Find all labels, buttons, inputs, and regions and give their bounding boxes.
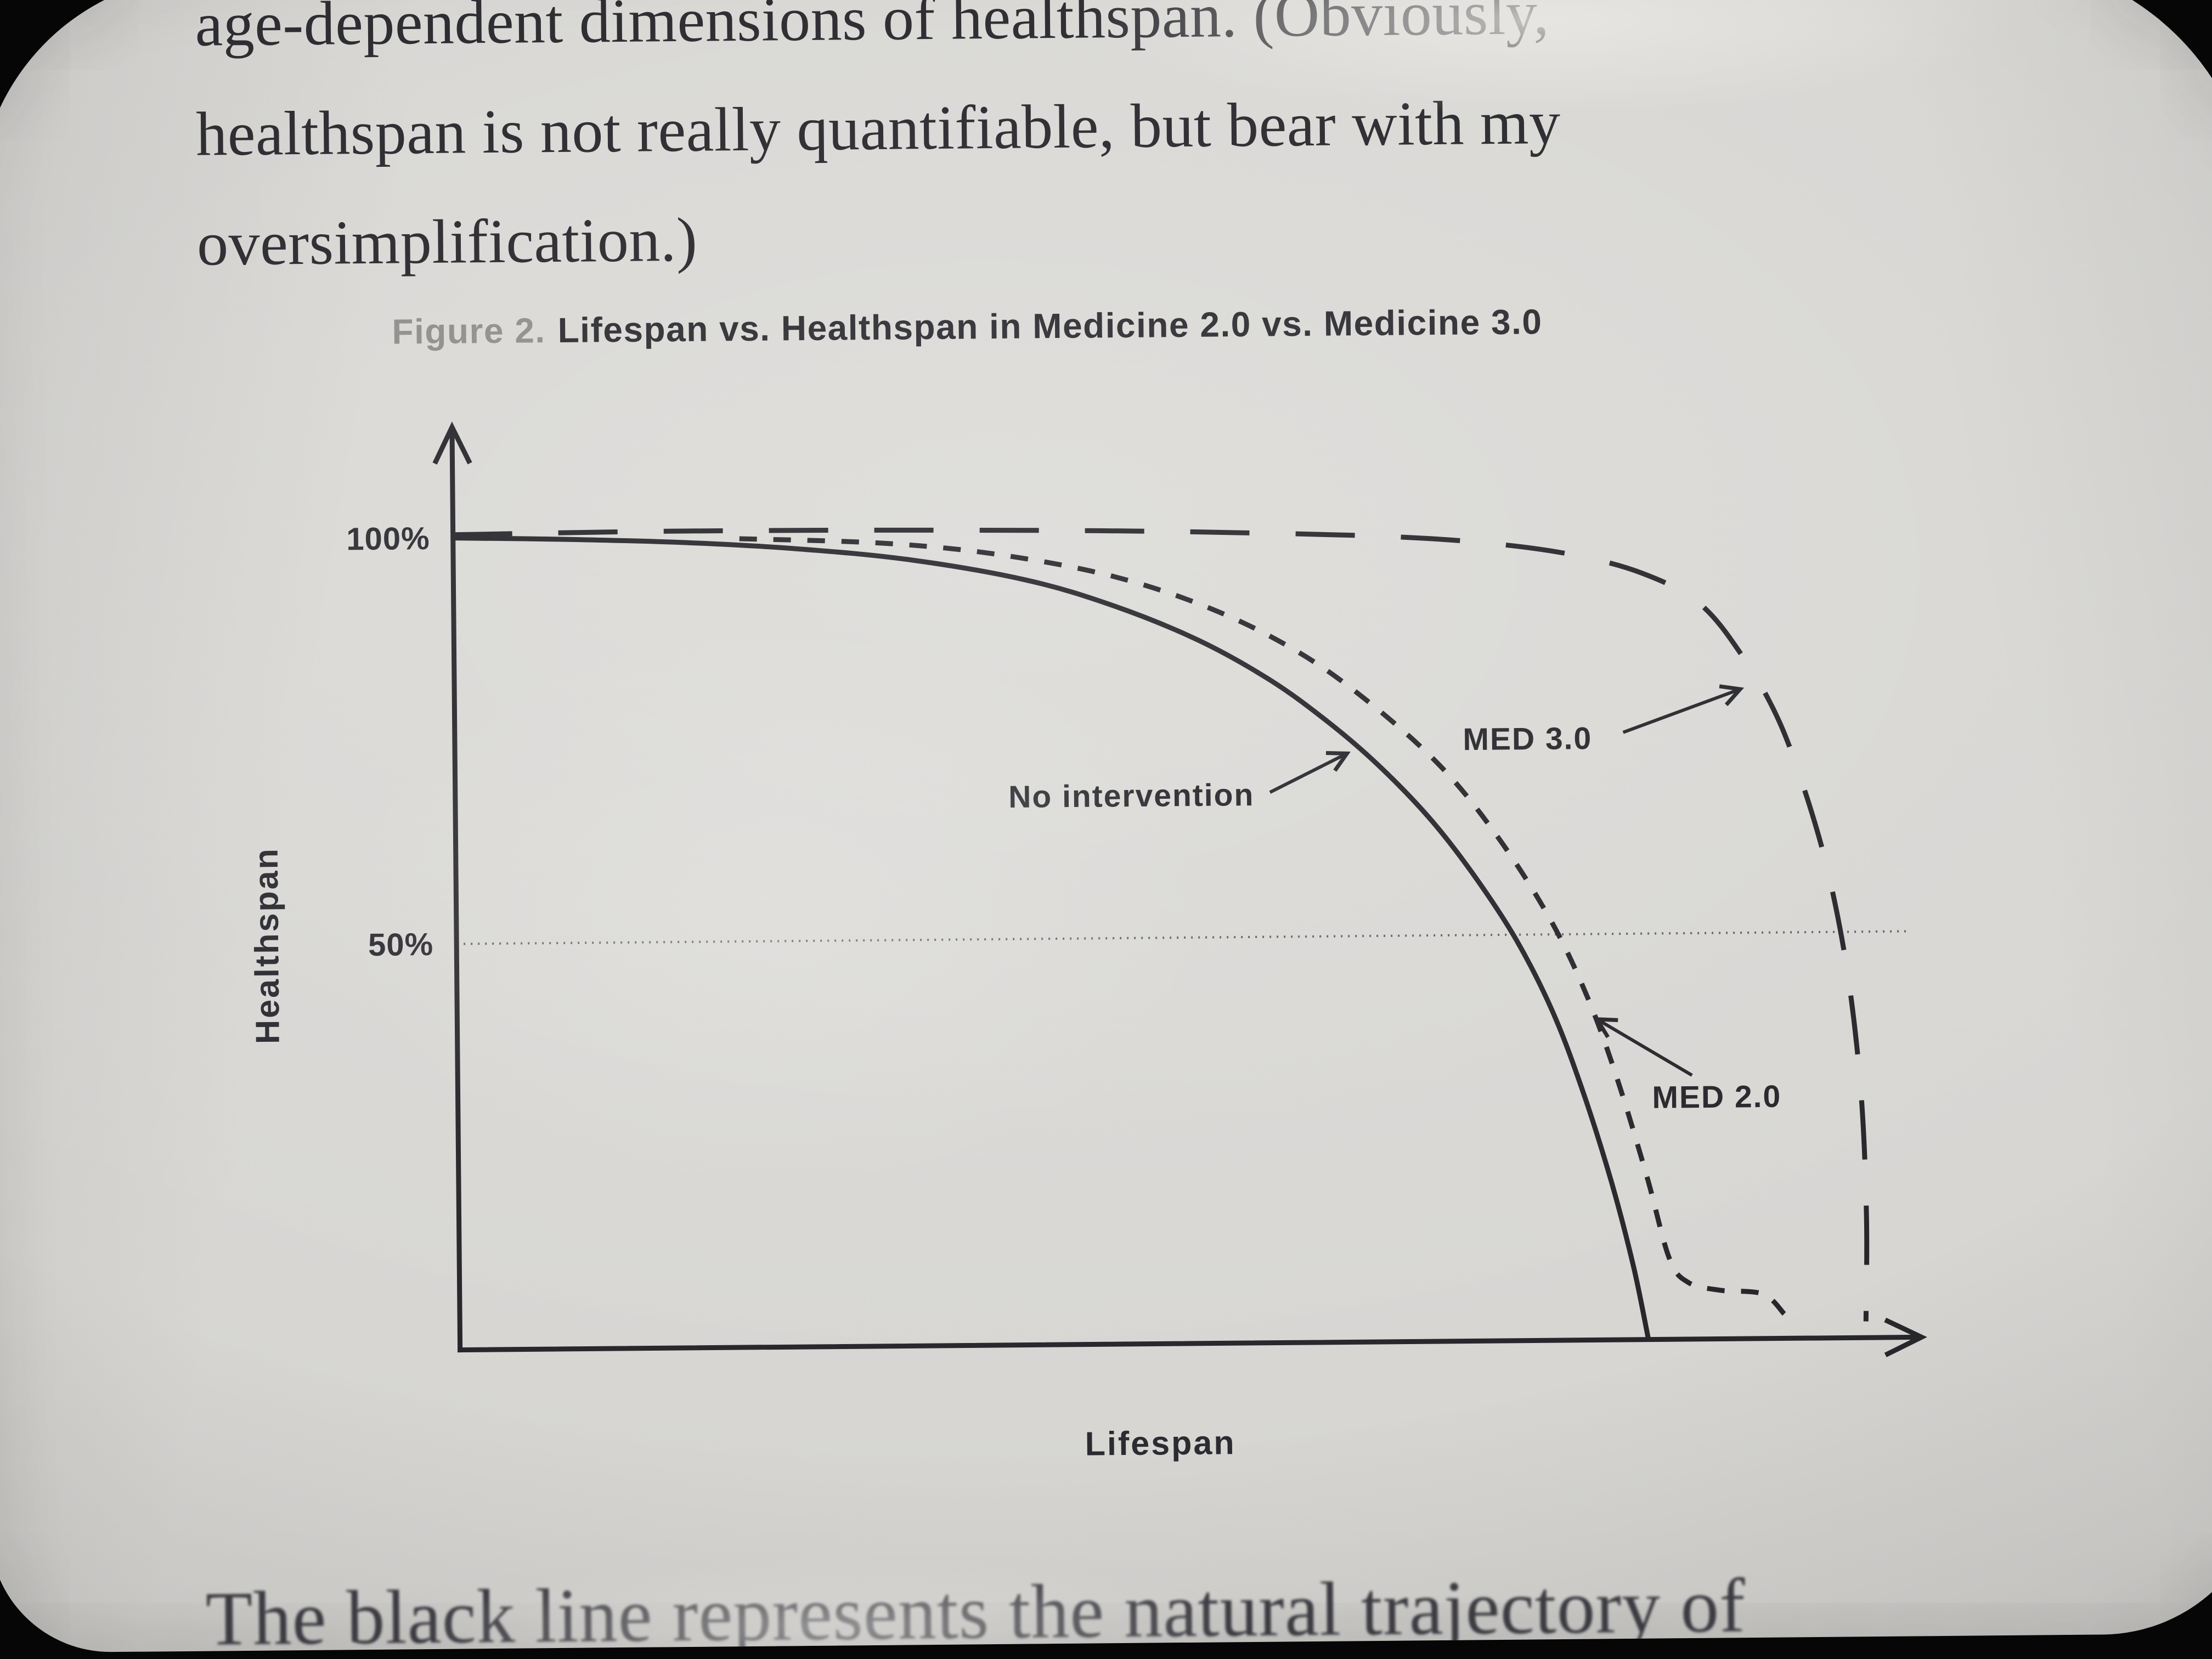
y-axis-arrow (432, 421, 472, 465)
annotation-label-no-intervention: No intervention (1008, 777, 1255, 815)
annotation-arrow-med-3-0 (1622, 689, 1741, 734)
y-axis-title: Healthspan (247, 847, 286, 1044)
series-no-intervention (453, 535, 1651, 1340)
annotation-arrow-no-intervention (1269, 753, 1347, 794)
annotation-label-med-2-0: MED 2.0 (1652, 1079, 1781, 1115)
annotation-arrow-med-2-0 (1597, 1018, 1693, 1077)
series-med-3-0 (453, 527, 1870, 1322)
y-axis (449, 427, 463, 1353)
tick-label-50: 50% (368, 927, 434, 963)
x-axis-title: Lifespan (1085, 1424, 1235, 1462)
body-text-bottom: The black line represents the natural tr… (205, 1563, 1746, 1654)
x-axis-arrow (1884, 1317, 1927, 1357)
tick-label-100: 100% (346, 521, 430, 557)
series-med-2-0 (739, 536, 1786, 1316)
reference-line-50 (456, 930, 1912, 945)
x-axis (458, 1334, 1917, 1353)
annotation-label-med-3-0: MED 3.0 (1463, 721, 1592, 757)
